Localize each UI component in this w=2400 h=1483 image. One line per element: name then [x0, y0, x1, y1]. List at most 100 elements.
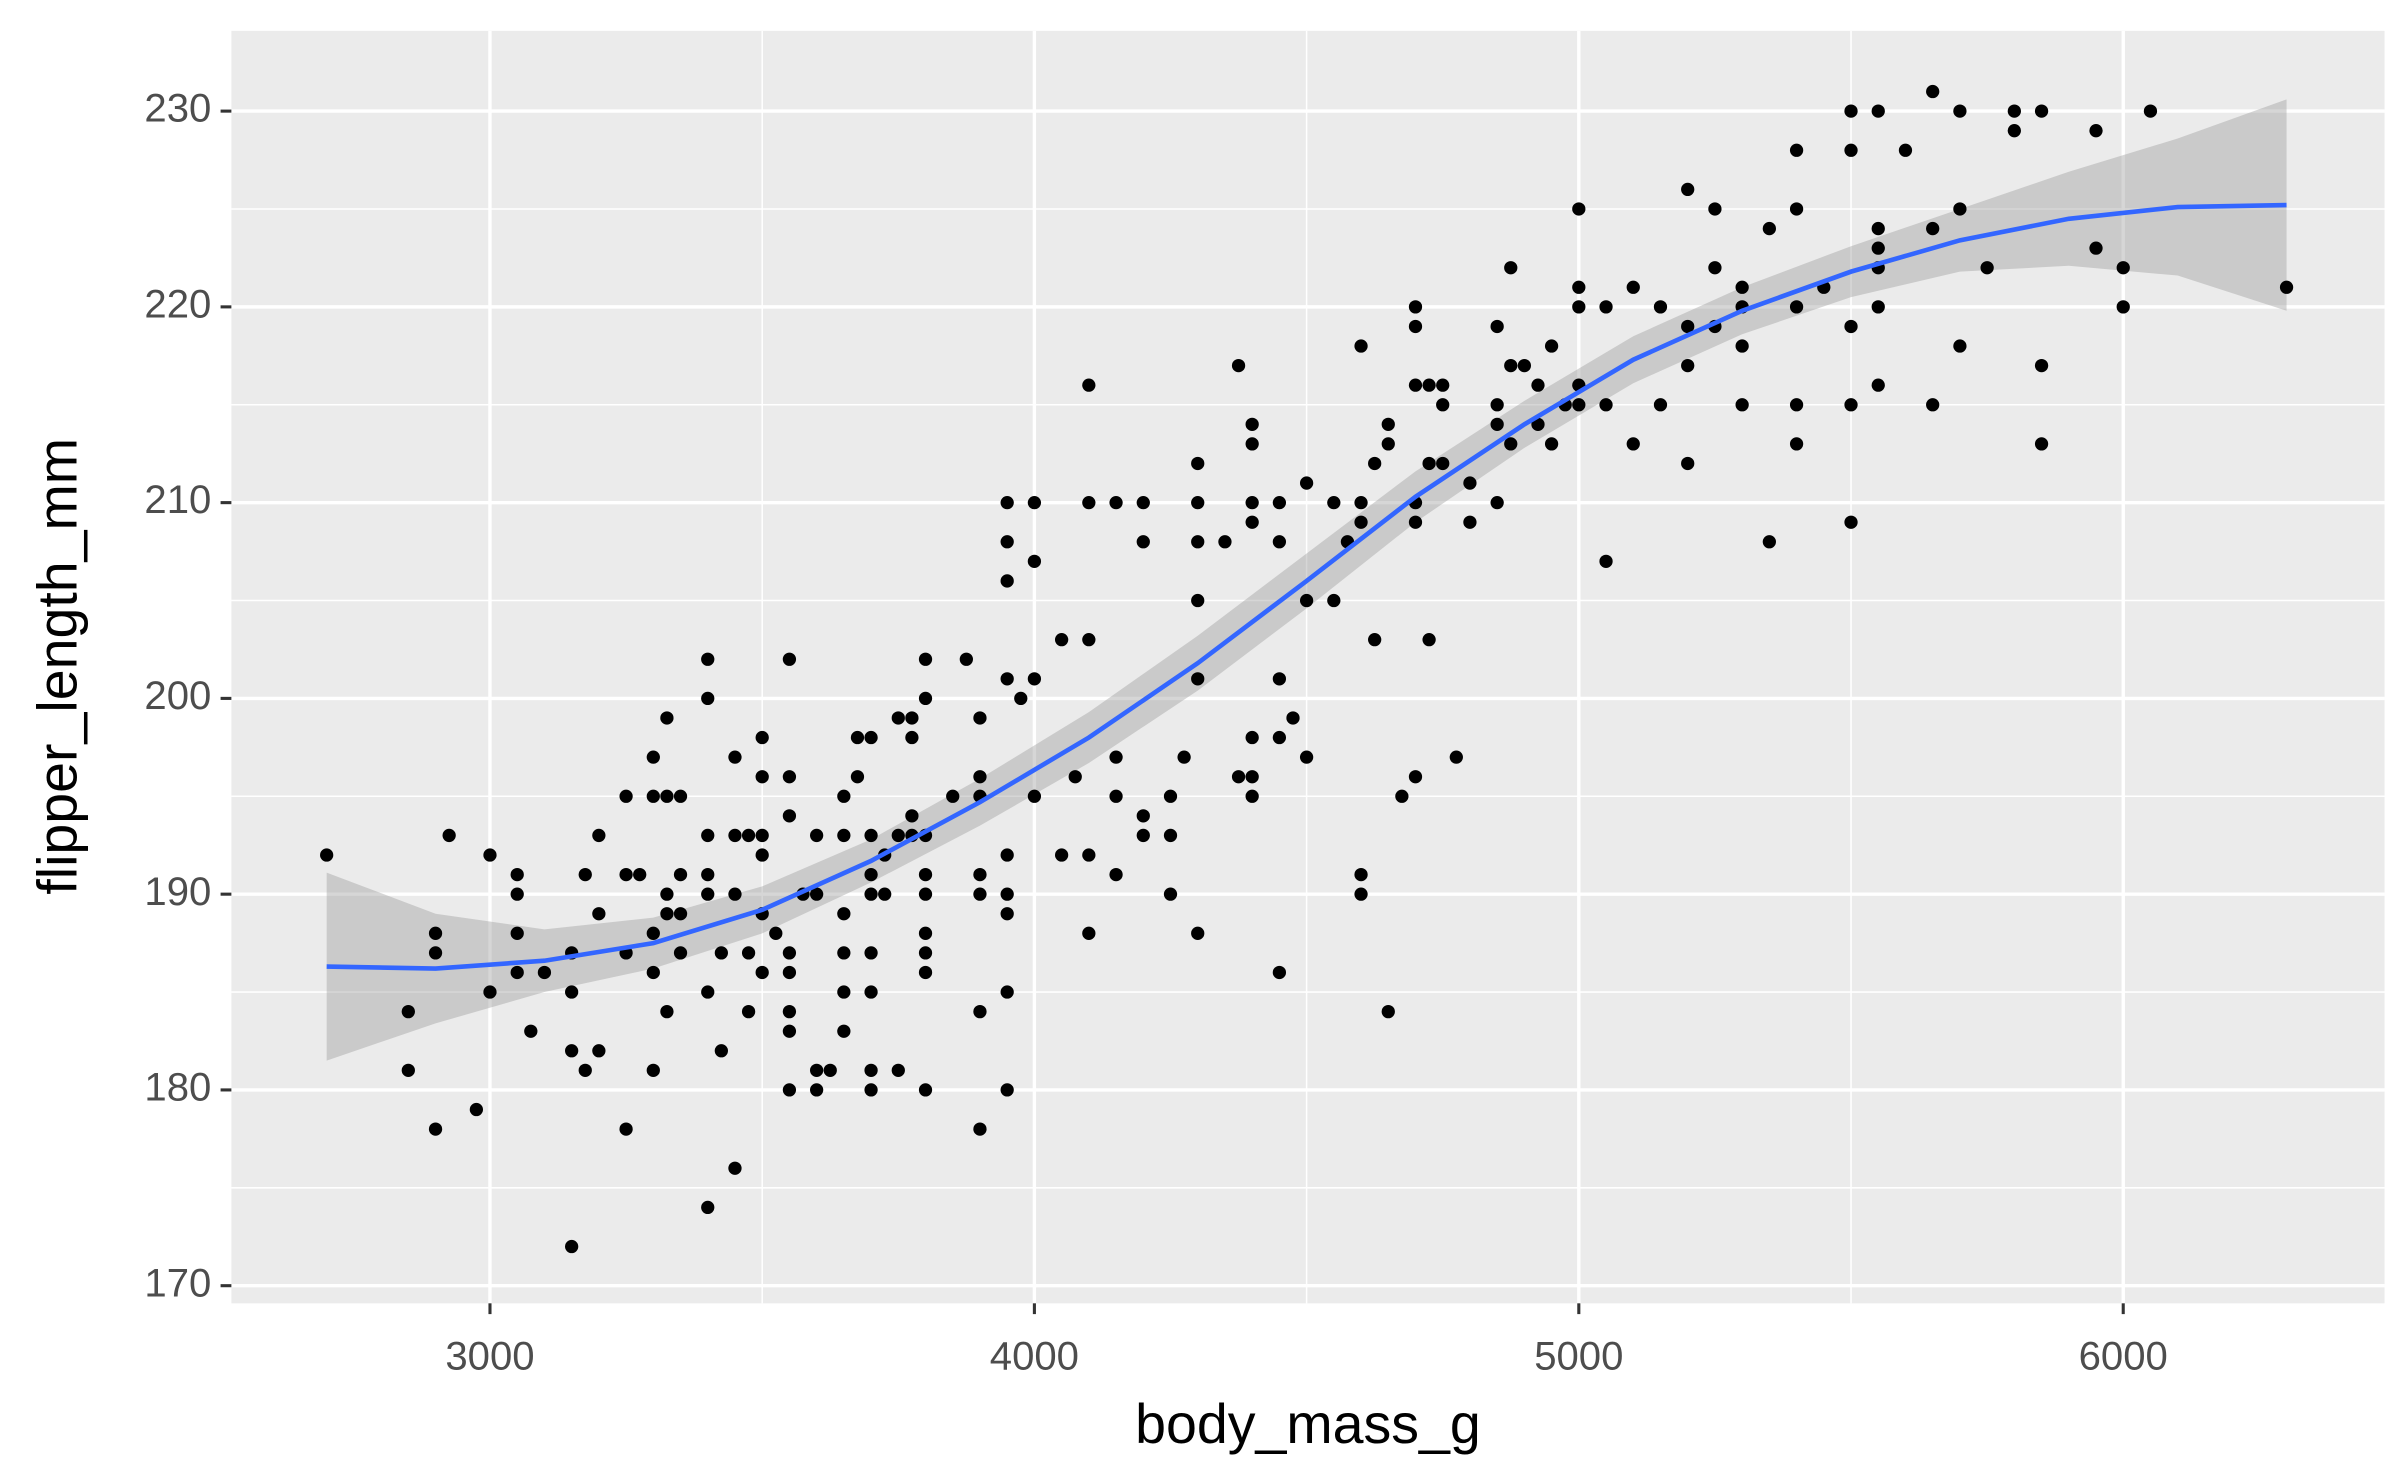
- point: [1014, 691, 1028, 706]
- point: [741, 1004, 756, 1019]
- point: [1082, 633, 1096, 647]
- point: [1735, 280, 1749, 294]
- point: [918, 1083, 933, 1097]
- point: [660, 789, 674, 803]
- point: [1422, 456, 1436, 471]
- point: [673, 907, 688, 921]
- point: [769, 926, 783, 940]
- y-tick-label: 190: [144, 870, 211, 914]
- y-tick-label: 200: [144, 674, 211, 718]
- point: [401, 1004, 415, 1019]
- point: [1544, 339, 1559, 353]
- point: [578, 1063, 592, 1077]
- point: [1354, 515, 1368, 529]
- point: [918, 867, 933, 882]
- point: [1245, 496, 1259, 510]
- point: [428, 1122, 443, 1136]
- point: [1177, 750, 1191, 764]
- point: [741, 946, 756, 960]
- point: [1027, 672, 1042, 686]
- point: [891, 828, 905, 843]
- point: [1681, 319, 1695, 334]
- point: [701, 691, 715, 706]
- point: [864, 867, 878, 882]
- point: [1653, 398, 1668, 412]
- point: [809, 1063, 824, 1077]
- point: [1109, 496, 1123, 510]
- point: [1422, 378, 1436, 392]
- point: [1327, 496, 1341, 510]
- grid: [231, 30, 2385, 1304]
- point: [755, 965, 769, 980]
- point: [1926, 398, 1940, 412]
- point: [728, 828, 742, 843]
- point: [1191, 456, 1205, 471]
- point: [524, 1024, 538, 1038]
- point: [973, 770, 987, 784]
- point: [510, 887, 524, 901]
- point: [1408, 319, 1423, 334]
- point: [619, 867, 633, 882]
- point: [837, 907, 851, 921]
- point: [1871, 241, 1885, 255]
- point: [864, 985, 878, 999]
- point: [837, 789, 851, 803]
- point: [1735, 398, 1749, 412]
- point: [1000, 672, 1014, 686]
- point: [755, 828, 769, 843]
- point: [918, 887, 933, 901]
- point: [1245, 770, 1259, 784]
- point: [1231, 358, 1246, 373]
- point: [1000, 496, 1014, 510]
- point: [1626, 280, 1640, 294]
- point: [1000, 535, 1014, 549]
- point: [1531, 417, 1545, 431]
- point: [782, 809, 797, 823]
- point: [1708, 261, 1722, 275]
- point: [1898, 143, 1913, 157]
- point: [823, 1063, 837, 1077]
- point: [1408, 770, 1423, 784]
- point: [1109, 750, 1123, 764]
- point: [1504, 261, 1518, 275]
- y-tick-label: 180: [144, 1066, 211, 1110]
- point: [905, 730, 919, 745]
- point: [1245, 437, 1259, 451]
- point: [728, 887, 742, 901]
- point: [1490, 319, 1504, 334]
- point: [755, 848, 769, 862]
- point: [1000, 1083, 1014, 1097]
- point: [837, 985, 851, 999]
- point: [1681, 456, 1695, 471]
- point: [1926, 221, 1940, 236]
- point: [850, 770, 865, 784]
- point: [864, 1063, 878, 1077]
- y-tick-label: 210: [144, 478, 211, 522]
- point: [1871, 104, 1885, 118]
- point: [1272, 672, 1287, 686]
- point: [1381, 437, 1395, 451]
- point: [1408, 515, 1423, 529]
- point: [1354, 887, 1368, 901]
- point: [1789, 398, 1804, 412]
- point: [1272, 965, 1287, 980]
- point: [1572, 202, 1586, 216]
- point: [973, 887, 987, 901]
- point: [1871, 300, 1885, 314]
- point: [469, 1102, 484, 1117]
- point: [905, 711, 919, 725]
- point: [782, 965, 797, 980]
- point: [660, 1004, 674, 1019]
- point: [646, 789, 660, 803]
- point: [809, 1083, 824, 1097]
- point: [1109, 867, 1123, 882]
- smooth-line: [326, 202, 2287, 971]
- point: [714, 946, 728, 960]
- point: [1381, 417, 1395, 431]
- point: [918, 926, 933, 940]
- point: [1191, 496, 1205, 510]
- point: [1354, 867, 1368, 882]
- point: [1082, 378, 1096, 392]
- point: [1245, 789, 1259, 803]
- point: [1245, 515, 1259, 529]
